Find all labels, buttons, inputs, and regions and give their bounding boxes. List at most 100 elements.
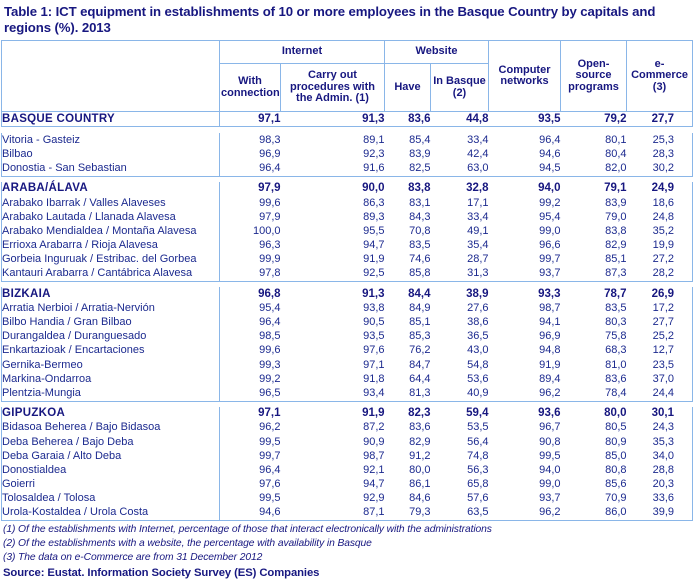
table-notes: (1) Of the establishments with Internet,…	[3, 523, 693, 581]
cell-open-source-programs: 86,0	[560, 505, 627, 522]
cell-website-in-basque-2: 35,4	[467, 239, 489, 252]
cell-open-source-programs: 79,2	[560, 110, 627, 128]
table-header: Internet Website Computer networks Open-…	[1, 40, 693, 112]
cell-computer-networks: 93,6	[538, 407, 561, 420]
cell-website-in-basque-2: 44,8	[430, 110, 489, 128]
cell-internet-carry-out-procedures-with-the-admin-1: 92,1	[363, 463, 385, 476]
header-col-in-basque: In Basque (2)	[429, 63, 490, 112]
page-title: Table 1: ICT equipment in establishments…	[4, 4, 656, 35]
cell-open-source-programs: 85,6	[605, 478, 627, 491]
cell-website-have: 83,5	[409, 239, 431, 252]
cell-computer-networks: 94,8	[539, 344, 561, 357]
cell-internet-with-connection: 99,3	[259, 358, 281, 371]
cell-website-in-basque-2: 56,4	[467, 435, 489, 448]
cell-website-have: 85,8	[409, 267, 431, 280]
cell-computer-networks: 94,6	[539, 147, 561, 160]
cell-website-in-basque-2: 56,3	[467, 463, 489, 476]
row-label: Donostia - San Sebastian	[1, 161, 220, 177]
cell-internet-with-connection: 96,8	[258, 287, 281, 300]
table-row: ARABA/ÁLAVA 97,9 90,0 83,8 32,8 94,0 79,1 24,9	[1, 181, 693, 196]
cell-internet-with-connection: 94,6	[219, 505, 281, 522]
table-row: Durangaldea / Duranguesado 98,5 93,5 85,3 36…	[1, 329, 693, 344]
cell-open-source-programs: 78,7	[604, 287, 627, 300]
cell-internet-with-connection: 99,9	[259, 253, 281, 266]
cell-internet-carry-out-procedures-with-the-admin-1: 92,5	[363, 267, 385, 280]
cell-internet-carry-out-procedures-with-the-admin-1: 93,4	[363, 386, 385, 399]
cell-e-commerce-3: 25,2	[626, 329, 693, 344]
row-label: Plentzia-Mungia	[1, 386, 220, 402]
cell-internet-with-connection: 99,6	[259, 344, 281, 357]
cell-computer-networks: 96,6	[539, 239, 561, 252]
cell-e-commerce-3: 26,9	[626, 287, 693, 302]
cell-open-source-programs: 80,9	[605, 435, 627, 448]
cell-website-in-basque-2: 54,8	[467, 358, 489, 371]
cell-internet-carry-out-procedures-with-the-admin-1: 91,9	[363, 253, 385, 266]
spacer-cell	[1, 175, 693, 182]
cell-e-commerce-3: 37,0	[626, 372, 693, 387]
row-label: GIPUZKOA	[1, 406, 220, 421]
cell-website-have: 91,2	[409, 449, 431, 462]
cell-computer-networks: 96,7	[539, 421, 561, 434]
cell-website-have: 82,9	[409, 435, 431, 448]
cell-website-in-basque-2: 53,6	[467, 372, 489, 385]
cell-computer-networks: 99,2	[539, 196, 561, 209]
row-label: Enkartazioak / Encartaciones	[1, 343, 220, 358]
cell-open-source-programs: 82,9	[605, 239, 627, 252]
cell-e-commerce-3: 19,9	[626, 238, 693, 253]
cell-internet-with-connection: 97,1	[258, 407, 281, 420]
table-row: Vitoria - Gasteiz 98,3 89,1 85,4 33,4 96,4 80,…	[1, 133, 693, 148]
row-label: Errioxa Arabarra / Rioja Alavesa	[1, 238, 220, 253]
table-row: Errioxa Arabarra / Rioja Alavesa 96,3 94,7…	[1, 238, 693, 253]
group-separator	[1, 400, 693, 407]
cell-computer-networks: 96,2	[539, 386, 561, 399]
cell-computer-networks: 94,0	[538, 182, 561, 195]
cell-internet-with-connection: 99,6	[259, 196, 281, 209]
row-label: Arabako Ibarrak / Valles Alaveses	[1, 195, 220, 211]
row-label: Tolosaldea / Tolosa	[1, 491, 220, 506]
cell-open-source-programs: 80,4	[605, 147, 627, 160]
cell-computer-networks: 99,5	[539, 449, 561, 462]
cell-e-commerce-3: 27,2	[626, 252, 693, 267]
cell-website-have: 83,8	[408, 182, 431, 195]
cell-website-have: 83,6	[384, 110, 431, 128]
cell-internet-with-connection: 99,7	[259, 449, 281, 462]
cell-computer-networks: 94,0	[539, 463, 561, 476]
cell-internet-carry-out-procedures-with-the-admin-1: 93,5	[363, 330, 385, 343]
cell-internet-carry-out-procedures-with-the-admin-1: 91,6	[363, 162, 385, 175]
cell-computer-networks: 99,7	[539, 253, 561, 266]
cell-computer-networks: 99,0	[539, 224, 561, 237]
cell-computer-networks: 95,4	[539, 210, 561, 223]
cell-computer-networks: 93,5	[488, 110, 561, 128]
table-row: Donostia - San Sebastian 96,4 91,6 82,5 63,0…	[1, 161, 693, 177]
cell-e-commerce-3: 24,9	[626, 181, 693, 196]
cell-website-have: 85,3	[409, 330, 431, 343]
table-row: Urola-Kostaldea / Urola Costa 94,6 87,1 79,…	[1, 505, 693, 522]
cell-internet-with-connection: 96,4	[259, 162, 281, 175]
cell-website-have: 80,0	[409, 463, 431, 476]
cell-internet-with-connection: 97,1	[219, 110, 281, 128]
table-row: BIZKAIA 96,8 91,3 84,4 38,9 93,3 78,7 26,9	[1, 287, 693, 302]
cell-internet-carry-out-procedures-with-the-admin-1: 94,7	[363, 478, 385, 491]
note-3: (3) The data on e-Commerce are from 31 D…	[3, 552, 263, 564]
cell-e-commerce-3: 34,0	[626, 449, 693, 464]
cell-e-commerce-3: 39,9	[626, 505, 693, 522]
cell-open-source-programs: 81,0	[605, 358, 627, 371]
cell-website-have: 84,3	[409, 210, 431, 223]
row-label: Arratia Nerbioi / Arratia-Nervión	[1, 301, 220, 316]
group-separator	[1, 281, 693, 288]
cell-open-source-programs: 83,6	[605, 372, 627, 385]
row-label: Bilbo Handia / Gran Bilbao	[1, 315, 220, 330]
cell-website-in-basque-2: 63,0	[467, 162, 489, 175]
cell-e-commerce-3: 12,7	[626, 343, 693, 358]
cell-computer-networks: 90,8	[539, 435, 561, 448]
cell-e-commerce-3: 27,7	[626, 110, 693, 128]
table-row: Arabako Lautada / Llanada Alavesa 97,9 89,…	[1, 210, 693, 225]
table-row: Gernika-Bermeo 99,3 97,1 84,7 54,8 91,9 81,0 23…	[1, 358, 693, 373]
cell-open-source-programs: 80,1	[605, 133, 627, 146]
row-label: BIZKAIA	[1, 287, 220, 302]
cell-website-have: 84,7	[409, 358, 431, 371]
cell-open-source-programs: 83,9	[605, 196, 627, 209]
cell-internet-with-connection: 99,5	[259, 492, 281, 505]
row-label: Bilbao	[1, 147, 220, 162]
cell-website-in-basque-2: 74,8	[467, 449, 489, 462]
